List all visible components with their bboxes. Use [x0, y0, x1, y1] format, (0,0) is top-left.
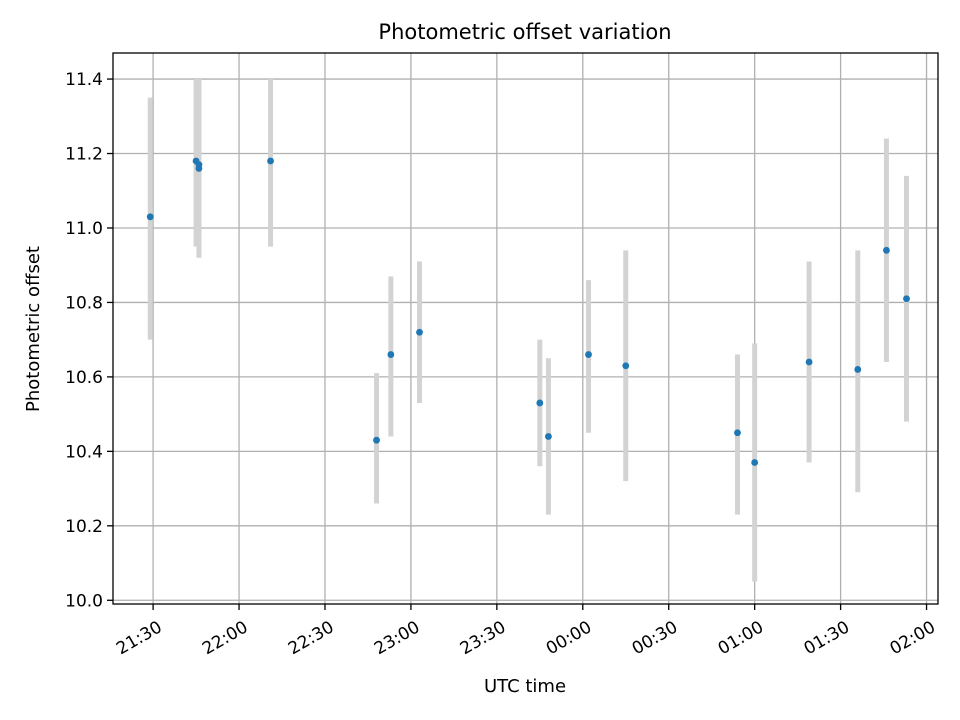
data-point [734, 429, 741, 437]
data-point [536, 399, 544, 407]
data-points [146, 157, 910, 466]
y-axis-label: Photometric offset [23, 246, 44, 412]
y-tick-label: 10.4 [65, 442, 103, 462]
y-tick-label: 11.4 [65, 70, 103, 90]
y-tick-label: 10.0 [65, 591, 103, 611]
data-point [751, 459, 759, 466]
data-point [387, 351, 395, 358]
chart-title: Photometric offset variation [378, 20, 671, 44]
data-point [267, 157, 274, 165]
y-tick-label: 10.8 [65, 293, 103, 313]
data-point [903, 295, 910, 303]
plot-frame [112, 52, 939, 605]
data-point [146, 213, 154, 221]
y-tick-label: 11.0 [65, 219, 103, 239]
data-point [883, 246, 890, 254]
y-tick-label: 11.2 [65, 145, 103, 165]
data-point [805, 358, 813, 366]
y-tick-label: 10.6 [65, 368, 103, 388]
x-axis-label: UTC time [484, 676, 566, 697]
y-tick-label: 10.2 [65, 517, 103, 537]
data-point [585, 351, 592, 358]
grid [113, 53, 938, 604]
data-point [545, 433, 552, 440]
data-point [416, 328, 423, 336]
data-point [622, 362, 630, 370]
data-point [195, 161, 203, 169]
data-point [373, 436, 380, 444]
y-axis-ticks: 10.0 10.2 10.4 10.6 10.8 11.0 11.2 11.4 [65, 70, 113, 611]
data-point [854, 366, 862, 373]
